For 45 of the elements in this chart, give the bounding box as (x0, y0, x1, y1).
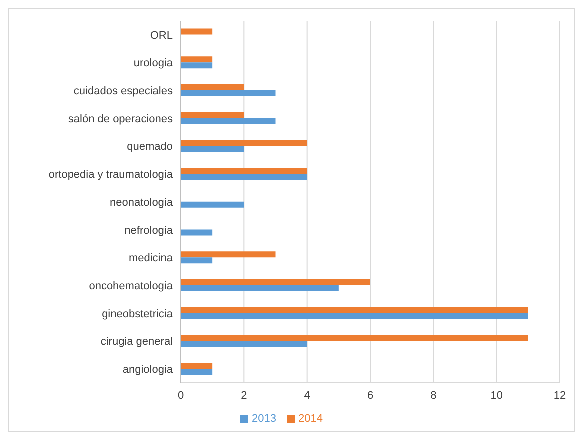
x-tick-label: 8 (430, 390, 437, 402)
y-tick-label: urologia (134, 58, 174, 70)
x-tick-label: 2 (241, 390, 248, 402)
y-tick-label: ORL (150, 30, 173, 42)
bar (181, 174, 308, 180)
bar (181, 112, 244, 118)
bar (181, 258, 213, 264)
x-tick-label: 0 (178, 390, 184, 402)
bar (181, 118, 276, 124)
x-tick-label: 10 (490, 390, 503, 402)
bar (181, 202, 244, 208)
y-tick-label: angiologia (122, 364, 174, 376)
bar (181, 56, 213, 63)
bar (181, 285, 339, 292)
bar (181, 140, 308, 146)
bar (181, 230, 213, 236)
bar (181, 313, 528, 320)
y-tick-label: gineobstetricia (102, 308, 174, 320)
bar (181, 146, 244, 152)
bar (181, 62, 213, 69)
y-tick-label: neonatologia (110, 196, 174, 209)
x-tick-label: 4 (304, 390, 310, 402)
bar (181, 362, 213, 369)
bar (181, 341, 308, 348)
y-tick-label: cuidados especiales (74, 86, 174, 98)
y-tick-label: oncohematologia (89, 280, 174, 292)
bar (181, 84, 244, 90)
bar (181, 252, 276, 258)
legend-label: 2014 (298, 413, 323, 425)
bar (181, 368, 213, 375)
y-tick-label: nefrologia (124, 224, 174, 237)
bar (181, 90, 276, 96)
y-tick-label: salón de operaciones (68, 113, 174, 126)
y-tick-label: quemado (127, 141, 173, 154)
bar (181, 279, 370, 286)
y-tick-label: ortopedia y traumatologia (48, 169, 174, 182)
bar (181, 307, 528, 314)
bar (181, 168, 308, 174)
x-tick-label: 12 (554, 390, 566, 402)
bar (181, 28, 213, 35)
x-tick-label: 6 (367, 390, 374, 402)
y-tick-label: medicina (128, 252, 174, 265)
legend-label: 2013 (252, 413, 276, 425)
bar (181, 335, 528, 342)
y-tick-label: cirugia general (100, 336, 173, 348)
